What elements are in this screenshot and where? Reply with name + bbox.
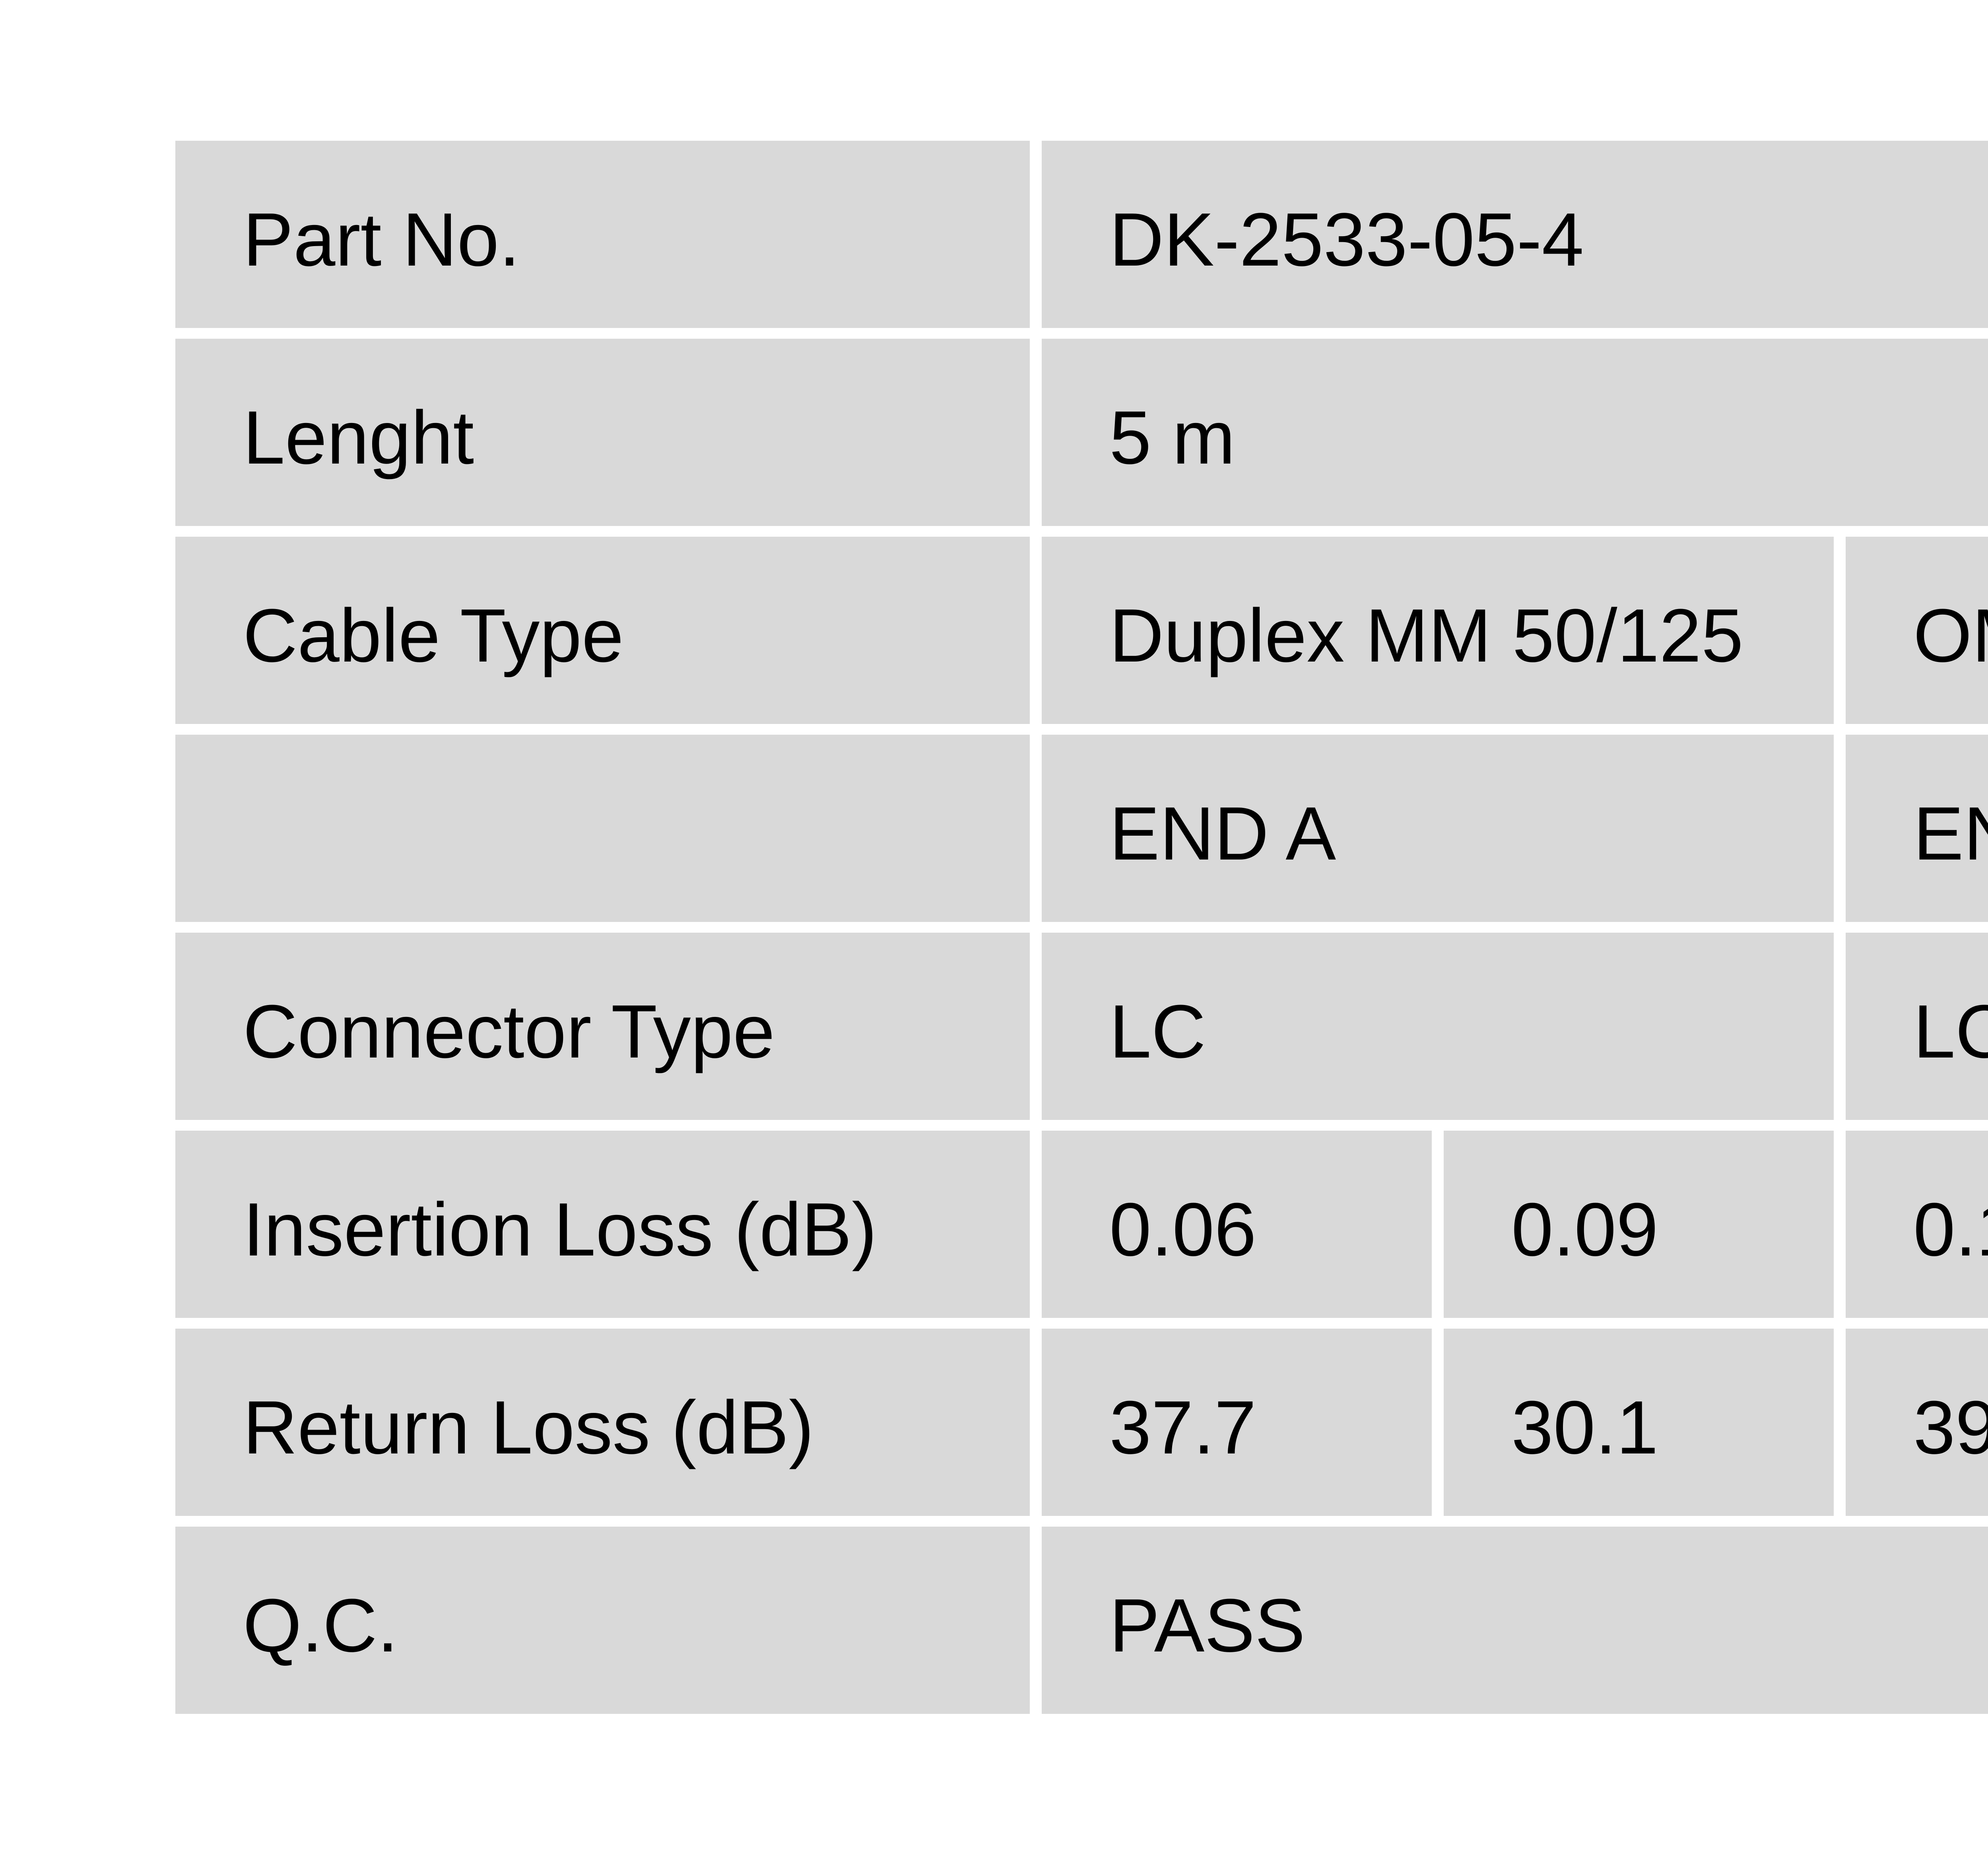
return-loss-label: Return Loss (dB): [175, 1329, 1030, 1516]
connector-type-label: Connector Type: [175, 933, 1030, 1120]
qc-table: Part No. DK-2533-05-4 Lenght 5 m Cable T…: [175, 141, 1988, 1714]
end-b-header: END B: [1846, 735, 1988, 922]
qc-label: Q.C.: [175, 1527, 1030, 1714]
end-header-spacer: [175, 735, 1030, 922]
length-label: Lenght: [175, 339, 1030, 526]
length-value: 5 m: [1042, 339, 1988, 526]
insertion-loss-label: Insertion Loss (dB): [175, 1131, 1030, 1318]
return-loss-end-b-1: 39.5: [1846, 1329, 1988, 1516]
part-no-value: DK-2533-05-4: [1042, 141, 1988, 328]
part-no-label: Part No.: [175, 141, 1030, 328]
cable-type-value-a: Duplex MM 50/125: [1042, 537, 1834, 724]
cable-type-value-b: OM4 LSZH: [1846, 537, 1988, 724]
cable-type-label: Cable Type: [175, 537, 1030, 724]
connector-type-value-a: LC: [1042, 933, 1834, 1120]
end-a-header: END A: [1042, 735, 1834, 922]
insertion-loss-end-b-1: 0.17: [1846, 1131, 1988, 1318]
insertion-loss-end-a-1: 0.06: [1042, 1131, 1432, 1318]
connector-type-value-b: LC: [1846, 933, 1988, 1120]
return-loss-end-a-1: 37.7: [1042, 1329, 1432, 1516]
qc-value: PASS: [1042, 1527, 1988, 1714]
insertion-loss-end-a-2: 0.09: [1444, 1131, 1834, 1318]
return-loss-end-a-2: 30.1: [1444, 1329, 1834, 1516]
